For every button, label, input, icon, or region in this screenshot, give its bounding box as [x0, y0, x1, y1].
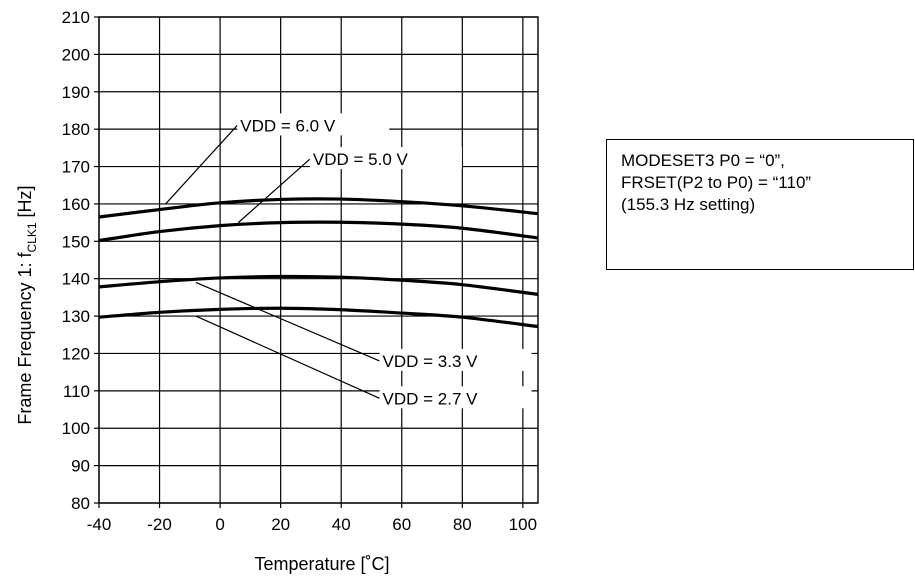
series-line-1 [98, 220, 539, 243]
y-tick-label-190: 190 [62, 83, 90, 102]
note-line-frset: FRSET(P2 to P0) = “110” [621, 173, 812, 192]
y-tick-label-180: 180 [62, 120, 90, 139]
annotation-label-0: VDD = 6.0 V [240, 116, 336, 135]
y-tick-label-210: 210 [62, 8, 90, 27]
x-tick-label-80: 80 [453, 515, 472, 534]
x-tick-label--20: -20 [147, 515, 172, 534]
y-tick-label-100: 100 [62, 419, 90, 438]
x-axis-title: Temperature [˚C] [254, 554, 389, 574]
grid [98, 16, 538, 504]
annotation-label-bg-1 [309, 147, 462, 170]
y-tick-label-160: 160 [62, 195, 90, 214]
y-tick-label-170: 170 [62, 158, 90, 177]
y-tick-label-80: 80 [71, 494, 90, 513]
note-line-setting: (155.3 Hz setting) [621, 195, 756, 214]
annotation-leader-2 [195, 281, 380, 362]
annotation-leader-1 [237, 158, 311, 224]
x-tick-label-40: 40 [332, 515, 351, 534]
annotation-label-2: VDD = 3.3 V [383, 352, 479, 371]
series-line-0 [98, 197, 539, 219]
y-tick-label-140: 140 [62, 270, 90, 289]
series-line-3 [98, 306, 539, 329]
axes: 8090100110120130140150160170180190200210… [62, 8, 539, 534]
y-tick-label-130: 130 [62, 307, 90, 326]
x-tick-label-100: 100 [509, 515, 537, 534]
annotation-leader-0 [165, 125, 238, 205]
annotation-label-1: VDD = 5.0 V [313, 150, 409, 169]
y-tick-label-150: 150 [62, 232, 90, 251]
x-tick-label-0: 0 [215, 515, 224, 534]
annotation-label-3: VDD = 2.7 V [383, 389, 479, 408]
plot-frame [98, 16, 539, 504]
y-tick-label-110: 110 [63, 382, 90, 401]
annotation-label-bg-2 [379, 348, 532, 371]
annotation-label-bg-3 [379, 386, 532, 409]
series-group [98, 197, 539, 329]
note-line-modeset: MODESET3 P0 = “0”, [621, 151, 785, 170]
y-tick-label-90: 90 [71, 457, 90, 476]
x-tick-label-20: 20 [271, 515, 290, 534]
x-tick-label-60: 60 [392, 515, 411, 534]
y-axis-title: Frame Frequency 1: fCLK1 [Hz] [15, 185, 39, 424]
settings-note-box: MODESET3 P0 = “0”, FRSET(P2 to P0) = “11… [606, 139, 914, 270]
series-line-2 [98, 274, 539, 296]
x-tick-label--40: -40 [87, 515, 112, 534]
annotation-leader-3 [195, 315, 380, 399]
y-tick-label-200: 200 [62, 45, 90, 64]
annotation-label-bg-0 [237, 113, 390, 136]
frame-frequency-chart: 8090100110120130140150160170180190200210… [15, 8, 539, 574]
y-tick-label-120: 120 [62, 344, 90, 363]
annotation-group: VDD = 6.0 V VDD = 5.0 V VDD = 3.3 V VDD = 2… [165, 113, 532, 409]
